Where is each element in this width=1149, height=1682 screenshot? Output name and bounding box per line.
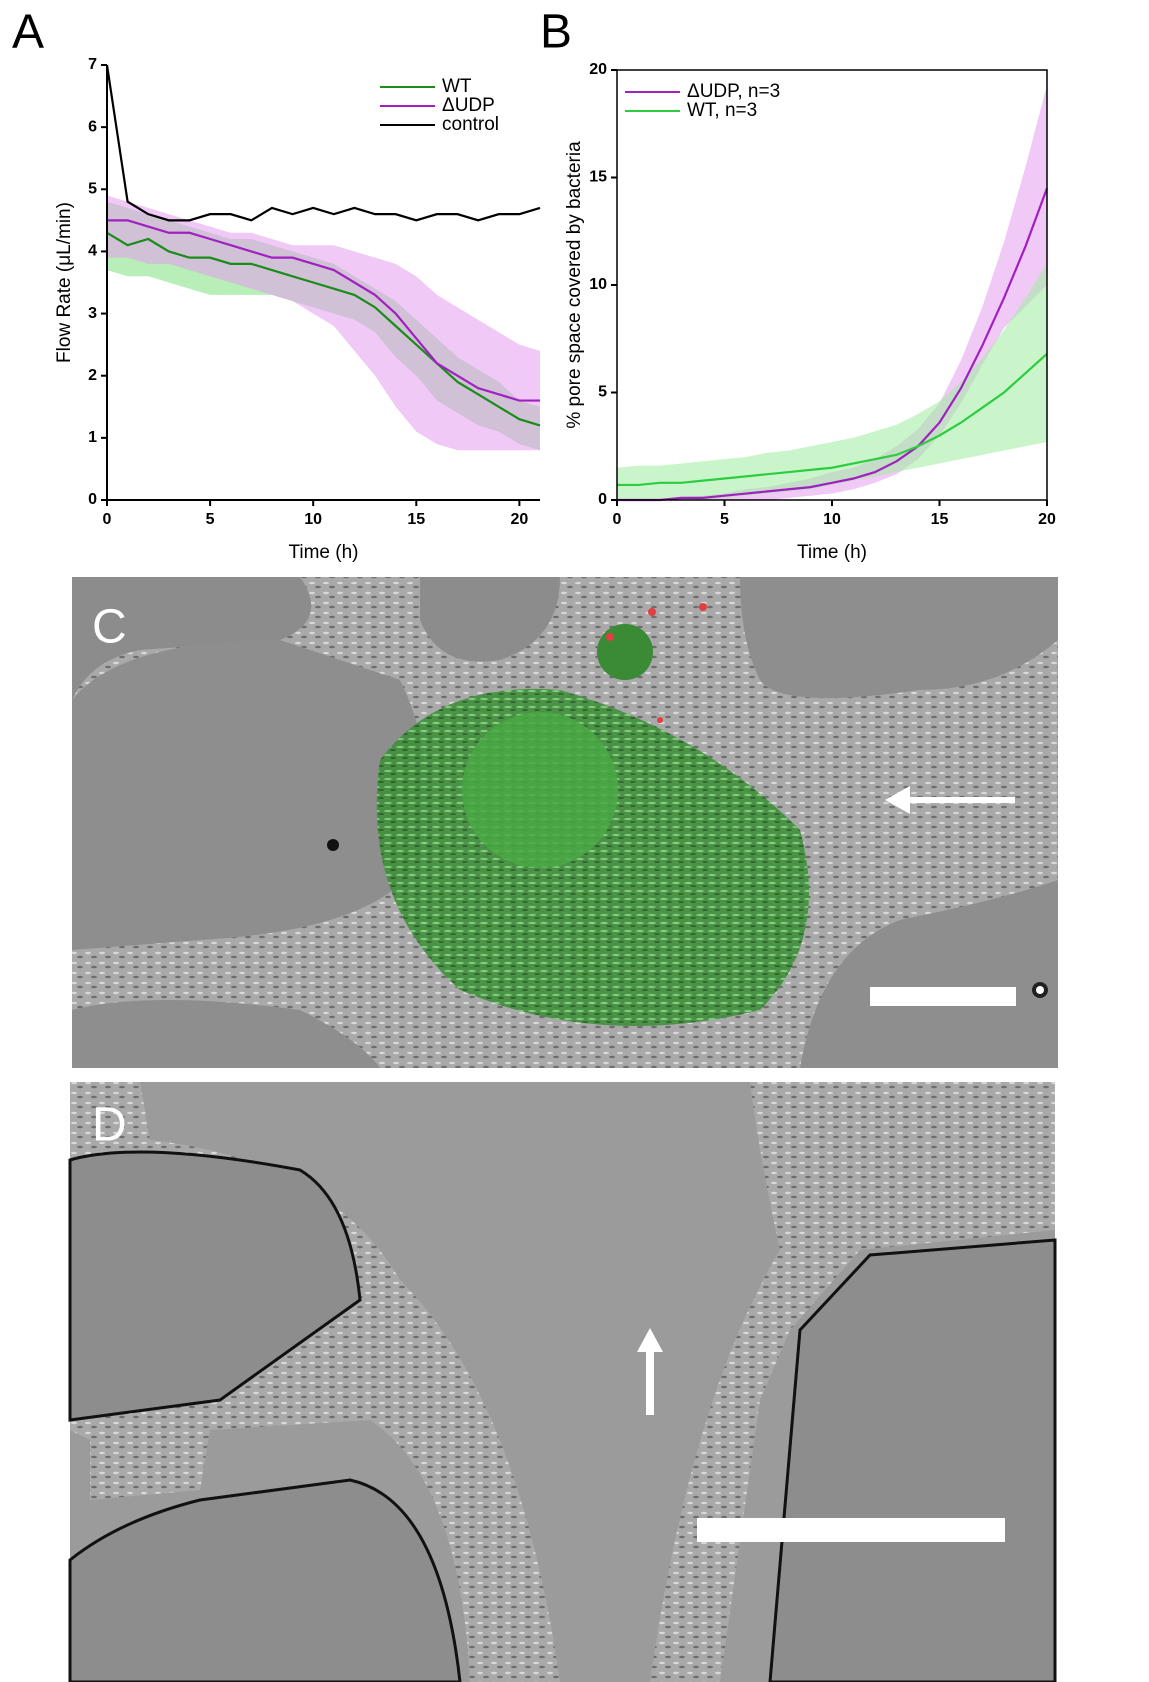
series-line [106,231,541,427]
x-tick-label: 5 [720,511,729,528]
error-band [617,263,1047,500]
x-tick-label: 20 [1038,511,1056,528]
series-line [105,64,541,222]
series-line [617,352,1048,487]
panel-label: C [92,601,127,654]
panel-label: B [540,6,572,59]
legend-label: ΔUDP [442,95,495,116]
y-tick-label: 10 [589,276,607,293]
x-tick-label: 0 [103,511,112,528]
x-tick-label: 5 [206,511,215,528]
x-tick-label: 15 [407,511,425,528]
x-tick-label: 0 [613,511,622,528]
x-tick-label: 10 [304,511,322,528]
legend-label: WT [442,76,472,97]
y-tick-label: 4 [88,243,97,260]
y-tick-label: 5 [88,181,97,198]
y-tick-label: 20 [589,61,607,78]
x-tick-label: 10 [823,511,841,528]
x-tick-label: 20 [510,511,528,528]
x-axis-label: Time (h) [797,542,867,563]
y-tick-label: 3 [88,305,97,322]
series-line [107,219,540,402]
y-tick-label: 15 [589,169,607,186]
y-axis-label: % pore space covered by bacteria [564,141,585,429]
panel-label: A [12,6,44,59]
micrograph-c: C [72,577,1058,1068]
legend-label: control [442,114,499,135]
chart: B 0 5 10 15 20 0 5 10 15 20 Time (h) % pore space co… [540,6,1056,563]
legend-label: ΔUDP, n=3 [687,81,780,102]
x-axis-label: Time (h) [288,542,358,563]
y-axis-label: Flow Rate (μL/min) [54,202,75,363]
y-tick-label: 6 [88,118,97,135]
chart: A 0 1 2 3 4 5 6 7 0 5 10 15 20 Time (h) Flow Rate (μL/m… [12,6,541,563]
series-line [617,187,1049,502]
y-tick-label: 2 [88,367,97,384]
legend-label: WT, n=3 [687,100,757,121]
x-tick-label: 15 [931,511,949,528]
y-tick-label: 1 [88,429,97,446]
y-tick-label: 5 [598,384,607,401]
y-tick-label: 0 [598,491,607,508]
panel-label: D [92,1099,127,1152]
y-tick-label: 7 [88,56,97,73]
y-tick-label: 0 [88,491,97,508]
micrograph-d: D [68,1082,1057,1682]
